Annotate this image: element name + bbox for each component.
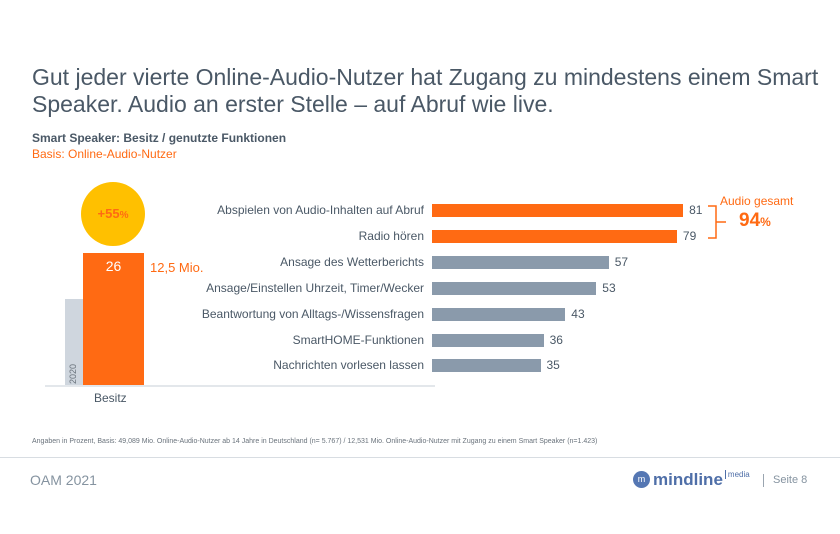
bar-value: 57 [614, 254, 629, 269]
bar-label: Radio hören [358, 228, 424, 243]
bar-besitz-value: 26 [105, 257, 122, 274]
logo-text: mindline [653, 470, 723, 489]
page-title: Gut jeder vierte Online-Audio-Nutzer hat… [32, 64, 819, 117]
bar-value: 81 [689, 203, 703, 217]
bar-value: 35 [546, 358, 560, 373]
bar [432, 333, 544, 347]
page-separator [763, 474, 764, 487]
bar-label: SmartHOME-Funktionen [292, 332, 424, 347]
bar [432, 204, 684, 217]
bar-label: Beantwortung von Alltags-/Wissensfragen [201, 306, 424, 321]
bar-label: Abspielen von Audio-Inhalten auf Abruf [217, 203, 424, 217]
bracket [708, 205, 726, 239]
bar-2020 [65, 298, 83, 385]
bar-besitz [83, 252, 144, 385]
bar-value: 53 [602, 280, 616, 295]
footer-title: OAM 2021 [30, 472, 97, 488]
growth-badge-value: +55 [97, 206, 120, 221]
bar-value: 79 [682, 228, 697, 243]
logo-icon: m [633, 471, 650, 488]
logo-sup: media [724, 470, 750, 479]
audio-total-label: Audio gesamt [720, 194, 794, 208]
axis-baseline [45, 385, 435, 387]
audio-total-value: 94% [739, 210, 771, 232]
mio-annotation: 12,5 Mio. [150, 260, 204, 275]
bar [432, 307, 566, 321]
footer-divider [0, 457, 840, 458]
footnote: Angaben in Prozent, Basis: 49,089 Mio. O… [32, 438, 598, 445]
growth-badge: +55% [81, 182, 145, 246]
bar [432, 359, 541, 373]
bar-value: 36 [549, 332, 563, 347]
bar-label: Nachrichten vorlesen lassen [273, 358, 424, 373]
chart-subtitle: Smart Speaker: Besitz / genutzte Funktio… [32, 131, 287, 145]
bar-value: 43 [571, 306, 585, 321]
bar [432, 255, 609, 269]
mindline-logo: m mindline media [633, 470, 750, 490]
audio-total-unit: % [760, 215, 771, 229]
category-label-besitz: Besitz [94, 391, 127, 405]
page-number: Seite 8 [773, 474, 808, 486]
audio-total-number: 94 [739, 210, 761, 231]
bar [432, 229, 677, 243]
chart-basis: Basis: Online-Audio-Nutzer [32, 147, 177, 161]
bar-label: Ansage/Einstellen Uhrzeit, Timer/Wecker [206, 280, 424, 295]
bar-label: Ansage des Wetterberichts [280, 254, 424, 269]
bar [432, 281, 597, 295]
growth-badge-unit: % [119, 210, 129, 221]
